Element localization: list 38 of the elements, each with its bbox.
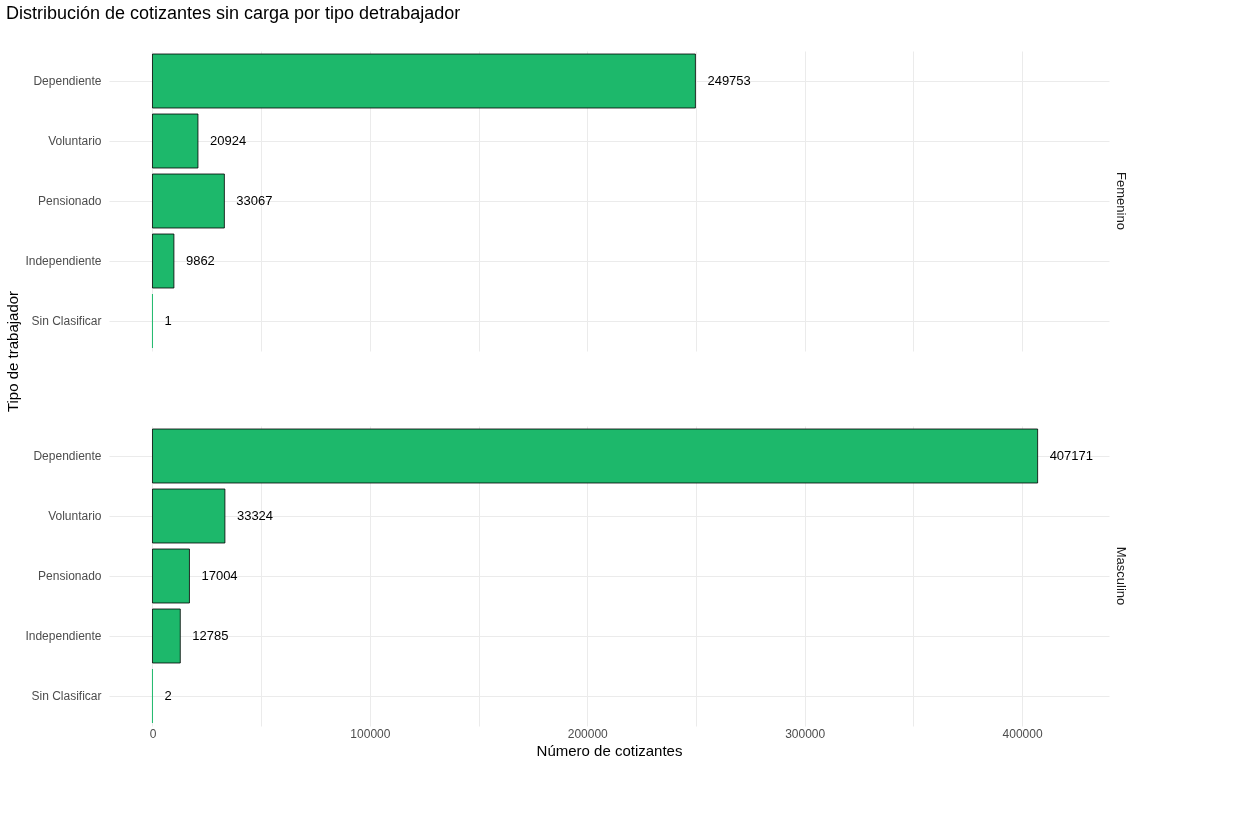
bar (152, 548, 190, 604)
y-tick-label: Pensionado (38, 569, 102, 583)
y-tick-label: Sin Clasificar (31, 314, 102, 328)
data-label: 249753 (707, 73, 751, 88)
y-tick-label: Voluntario (48, 134, 102, 148)
text: Femenino (1114, 172, 1129, 230)
data-label: 17004 (201, 568, 238, 583)
data-label: 9862 (185, 253, 215, 268)
y-tick-label: Dependiente (33, 74, 102, 88)
x-axis-title: Número de cotizantes (536, 741, 683, 759)
y-axis-title: Tipo de trabajador (4, 290, 22, 413)
data-label: 2 (164, 688, 172, 703)
x-tick-label: 300000 (785, 726, 826, 741)
x-tick-label: 100000 (350, 726, 391, 741)
data-label: 1 (164, 313, 172, 328)
bar (152, 428, 1039, 484)
text: Masculino (1114, 546, 1129, 606)
bar (152, 53, 696, 109)
x-tick-label: 200000 (567, 726, 609, 741)
data-label: 20924 (209, 133, 247, 148)
data-label: 407171 (1049, 448, 1094, 463)
bar (152, 608, 181, 664)
y-tick-label: Dependiente (33, 449, 102, 463)
bar (152, 113, 199, 169)
y-tick-label: Independiente (25, 254, 102, 268)
x-tick-label: 400000 (1002, 726, 1043, 741)
bar (152, 233, 175, 289)
chart-title: Distribución de cotizantes sin carga por tipo detrabajador (5, 3, 461, 23)
y-tick-label: Sin Clasificar (31, 689, 102, 703)
x-tick-label: 0 (149, 726, 157, 741)
bar (152, 173, 225, 229)
data-label: 33067 (236, 193, 273, 208)
y-tick-label: Voluntario (48, 509, 102, 523)
data-label: 33324 (236, 508, 274, 523)
y-tick-label: Independiente (25, 629, 102, 643)
bar (152, 488, 226, 544)
y-tick-label: Pensionado (38, 194, 102, 208)
data-label: 12785 (192, 628, 229, 643)
